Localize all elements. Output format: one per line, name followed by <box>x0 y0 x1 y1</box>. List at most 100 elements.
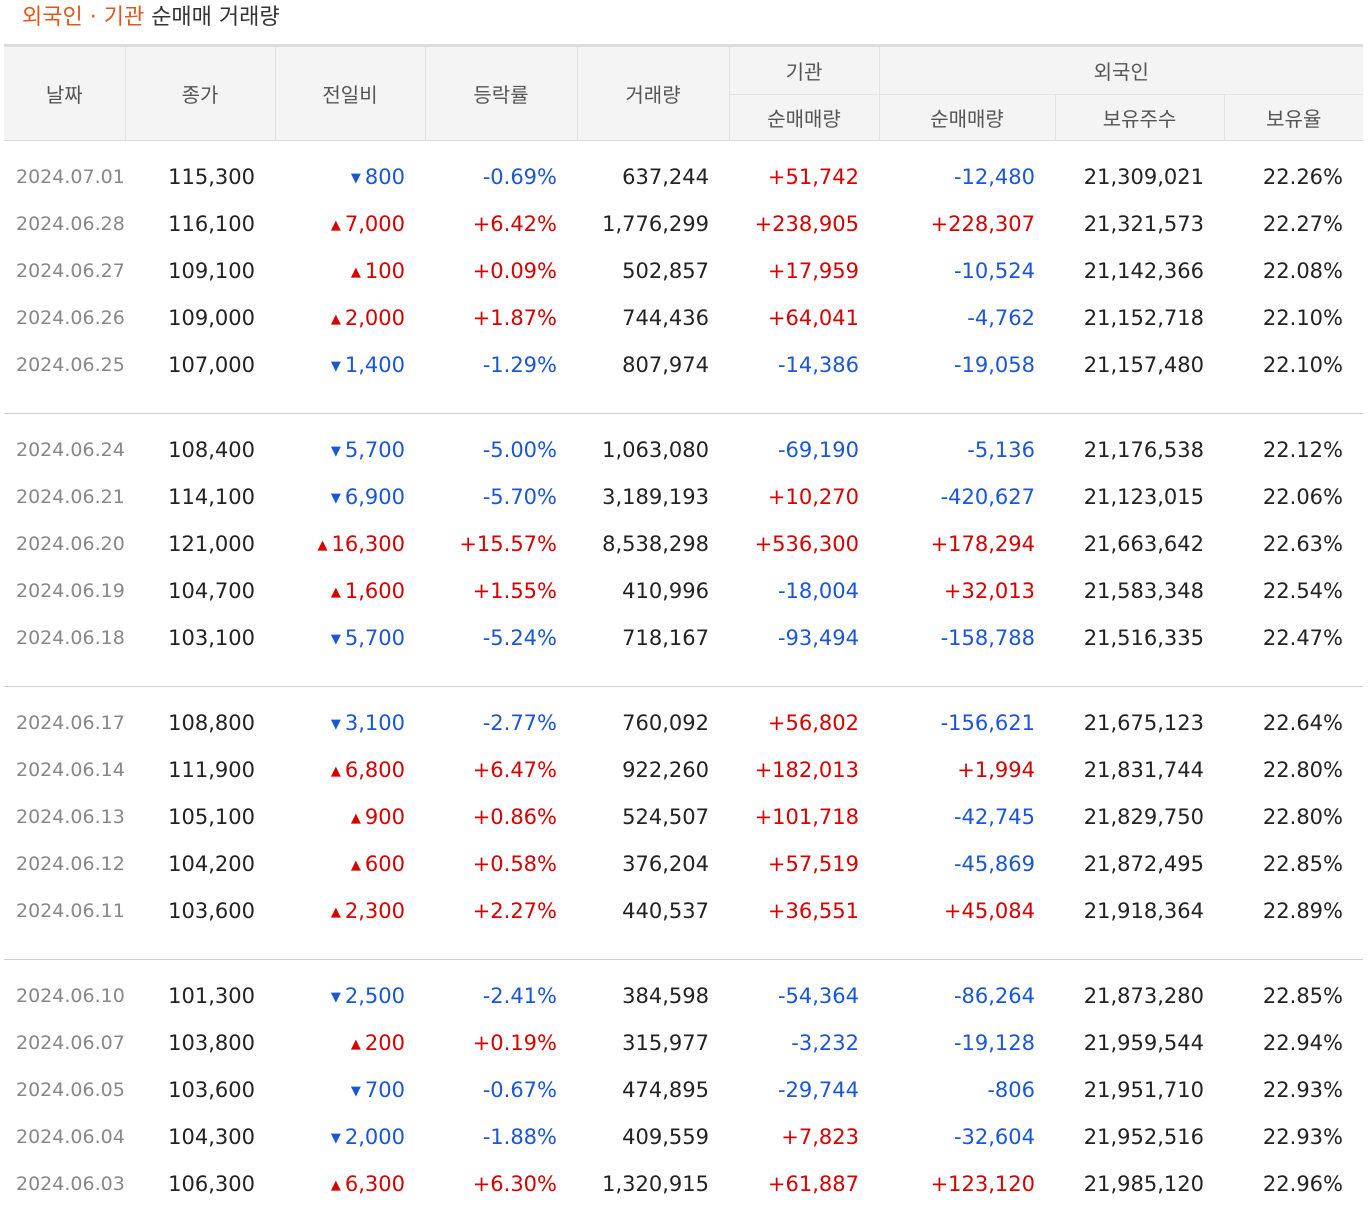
cell-date: 2024.06.17 <box>4 699 125 746</box>
cell-close: 103,800 <box>125 1019 275 1066</box>
triangle-up-icon: ▲ <box>351 858 361 873</box>
cell-change: ▼700 <box>275 1066 425 1113</box>
cell-foreign-shares: 21,918,364 <box>1055 887 1224 934</box>
cell-volume: 502,857 <box>577 247 729 294</box>
cell-foreign-shares: 21,952,516 <box>1055 1113 1224 1160</box>
col-header-foreign-net: 순매매량 <box>879 95 1055 141</box>
triangle-up-icon: ▲ <box>331 312 341 327</box>
cell-date: 2024.06.19 <box>4 567 125 614</box>
cell-date: 2024.06.26 <box>4 294 125 341</box>
col-header-inst-net: 순매매량 <box>729 95 879 141</box>
group-spacer <box>4 414 1363 427</box>
cell-inst-net: +7,823 <box>729 1113 879 1160</box>
cell-close: 109,000 <box>125 294 275 341</box>
cell-close: 103,600 <box>125 1066 275 1113</box>
cell-rate: +0.58% <box>425 840 577 887</box>
cell-foreign-ratio: 22.94% <box>1224 1019 1363 1066</box>
col-header-volume: 거래량 <box>577 46 729 141</box>
cell-date: 2024.06.13 <box>4 793 125 840</box>
change-value: 2,300 <box>345 899 405 923</box>
change-value: 2,000 <box>345 306 405 330</box>
group-divider <box>4 388 1363 414</box>
cell-foreign-ratio: 22.85% <box>1224 972 1363 1019</box>
cell-date: 2024.06.27 <box>4 247 125 294</box>
cell-rate: +6.42% <box>425 200 577 247</box>
cell-foreign-ratio: 22.64% <box>1224 699 1363 746</box>
cell-inst-net: -54,364 <box>729 972 879 1019</box>
cell-date: 2024.06.20 <box>4 520 125 567</box>
change-value: 6,300 <box>345 1172 405 1196</box>
cell-change: ▼5,700 <box>275 614 425 661</box>
cell-inst-net: -93,494 <box>729 614 879 661</box>
cell-date: 2024.06.12 <box>4 840 125 887</box>
cell-inst-net: +238,905 <box>729 200 879 247</box>
cell-foreign-shares: 21,583,348 <box>1055 567 1224 614</box>
cell-inst-net: -69,190 <box>729 426 879 473</box>
change-value: 900 <box>365 805 405 829</box>
cell-close: 111,900 <box>125 746 275 793</box>
cell-foreign-ratio: 22.47% <box>1224 614 1363 661</box>
cell-date: 2024.06.11 <box>4 887 125 934</box>
cell-close: 103,100 <box>125 614 275 661</box>
triangle-up-icon: ▲ <box>351 1037 361 1052</box>
triangle-down-icon: ▼ <box>331 717 341 732</box>
cell-foreign-ratio: 22.27% <box>1224 200 1363 247</box>
cell-rate: +2.27% <box>425 887 577 934</box>
cell-close: 106,300 <box>125 1160 275 1207</box>
cell-foreign-net: -158,788 <box>879 614 1055 661</box>
cell-volume: 474,895 <box>577 1066 729 1113</box>
triangle-down-icon: ▼ <box>331 491 341 506</box>
cell-rate: +1.55% <box>425 567 577 614</box>
cell-inst-net: +36,551 <box>729 887 879 934</box>
change-value: 3,100 <box>345 711 405 735</box>
col-group-foreign: 외국인 <box>879 46 1363 95</box>
cell-foreign-net: -19,128 <box>879 1019 1055 1066</box>
change-value: 5,700 <box>345 626 405 650</box>
change-value: 2,000 <box>345 1125 405 1149</box>
cell-change: ▲900 <box>275 793 425 840</box>
change-value: 7,000 <box>345 212 405 236</box>
group-spacer <box>4 687 1363 700</box>
cell-rate: -2.41% <box>425 972 577 1019</box>
cell-foreign-shares: 21,829,750 <box>1055 793 1224 840</box>
cell-foreign-net: +123,120 <box>879 1160 1055 1207</box>
group-divider <box>4 934 1363 960</box>
cell-foreign-shares: 21,142,366 <box>1055 247 1224 294</box>
cell-close: 104,200 <box>125 840 275 887</box>
cell-rate: +6.30% <box>425 1160 577 1207</box>
cell-volume: 410,996 <box>577 567 729 614</box>
cell-foreign-net: -45,869 <box>879 840 1055 887</box>
cell-inst-net: +57,519 <box>729 840 879 887</box>
cell-date: 2024.06.03 <box>4 1160 125 1207</box>
cell-volume: 744,436 <box>577 294 729 341</box>
cell-inst-net: -18,004 <box>729 567 879 614</box>
cell-inst-net: -29,744 <box>729 1066 879 1113</box>
cell-change: ▲ 6,300 <box>275 1160 425 1207</box>
cell-foreign-net: +228,307 <box>879 200 1055 247</box>
cell-close: 116,100 <box>125 200 275 247</box>
cell-change: ▲200 <box>275 1019 425 1066</box>
cell-close: 109,100 <box>125 247 275 294</box>
cell-change: ▲ 7,000 <box>275 200 425 247</box>
cell-rate: -1.88% <box>425 1113 577 1160</box>
triangle-up-icon: ▲ <box>331 218 341 233</box>
cell-date: 2024.06.28 <box>4 200 125 247</box>
cell-rate: +6.47% <box>425 746 577 793</box>
cell-inst-net: +10,270 <box>729 473 879 520</box>
cell-foreign-ratio: 22.26% <box>1224 153 1363 200</box>
cell-foreign-net: -42,745 <box>879 793 1055 840</box>
cell-close: 121,000 <box>125 520 275 567</box>
cell-change: ▼800 <box>275 153 425 200</box>
change-value: 6,800 <box>345 758 405 782</box>
triangle-up-icon: ▲ <box>331 1178 341 1193</box>
col-group-institution: 기관 <box>729 46 879 95</box>
cell-volume: 8,538,298 <box>577 520 729 567</box>
